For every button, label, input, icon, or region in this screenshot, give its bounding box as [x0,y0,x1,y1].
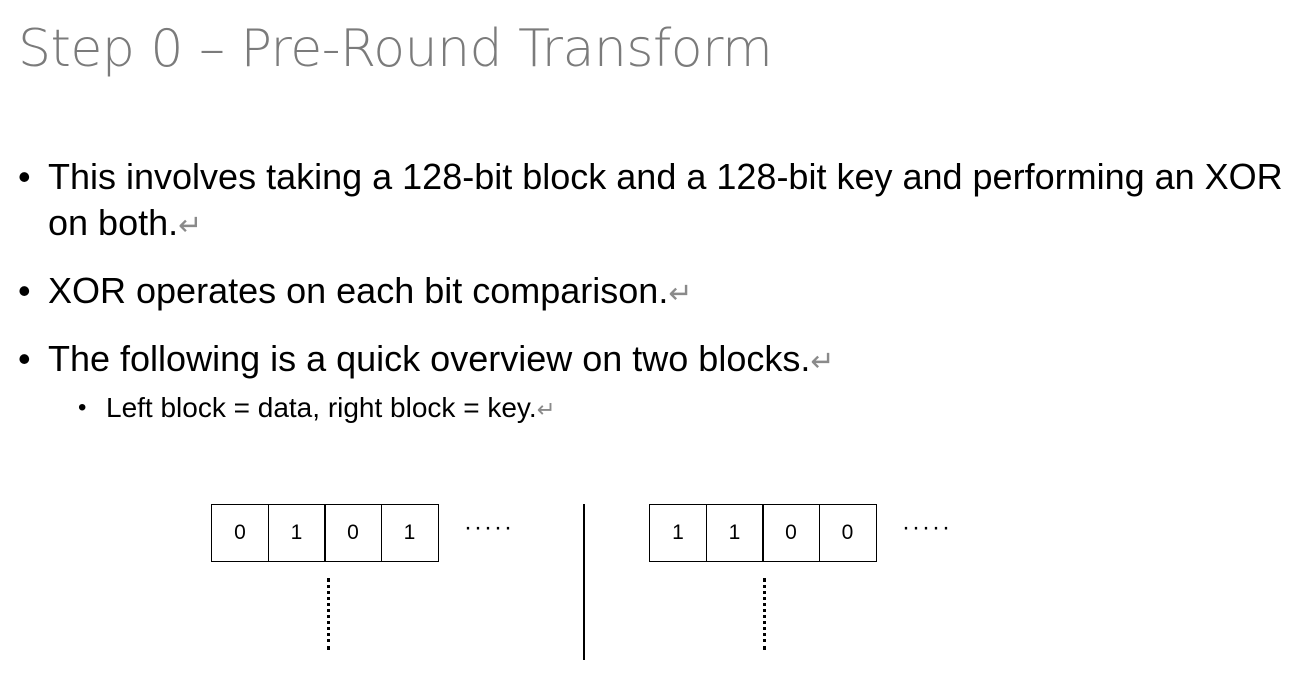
bullet-marker: • [18,270,31,311]
bullet-text: XOR operates on each bit comparison. [48,270,669,311]
slide-title-text: Step 0 – Pre-Round Transform [18,19,773,79]
bullet-list: • This involves taking a 128-bit block a… [18,154,1296,428]
return-mark-icon: ↵ [668,278,693,310]
return-mark-icon: ↵ [178,210,203,242]
key-block-row-continuation: ····· [902,514,952,541]
key-bit-cell: 0 [818,504,877,562]
bullet-text: The following is a quick overview on two… [48,338,811,379]
key-block: 1 1 0 0 [649,504,877,562]
data-bit-cell: 1 [267,504,326,562]
bullet-item: • This involves taking a 128-bit block a… [18,154,1296,249]
key-block-column-continuation [763,578,770,650]
sub-bullet-marker: • [78,394,87,421]
data-bit-cell: 1 [380,504,439,562]
data-block: 0 1 0 1 [211,504,439,562]
key-bit-cell: 0 [762,504,820,562]
data-bit-cell: 0 [324,504,382,562]
bullet-marker: • [18,156,31,197]
bullet-marker: • [18,338,31,379]
data-block-column-continuation [327,578,334,650]
bullet-item: • XOR operates on each bit comparison.↵ [18,268,1296,317]
sub-bullet-item: • Left block = data, right block = key.↵ [78,390,1296,428]
slide-title: Step 0 – Pre-Round Transform [18,14,860,84]
return-mark-icon: ↵ [810,346,835,378]
key-bit-cell: 1 [705,504,764,562]
bullet-item: • The following is a quick overview on t… [18,336,1296,385]
sub-bullet-text: Left block = data, right block = key. [106,392,537,423]
data-block-row-continuation: ····· [464,514,514,541]
return-mark-icon: ↵ [536,397,556,422]
block-divider [583,504,585,660]
bullet-text: This involves taking a 128-bit block and… [48,156,1283,243]
data-bit-cell: 0 [211,504,269,562]
key-bit-cell: 1 [649,504,707,562]
